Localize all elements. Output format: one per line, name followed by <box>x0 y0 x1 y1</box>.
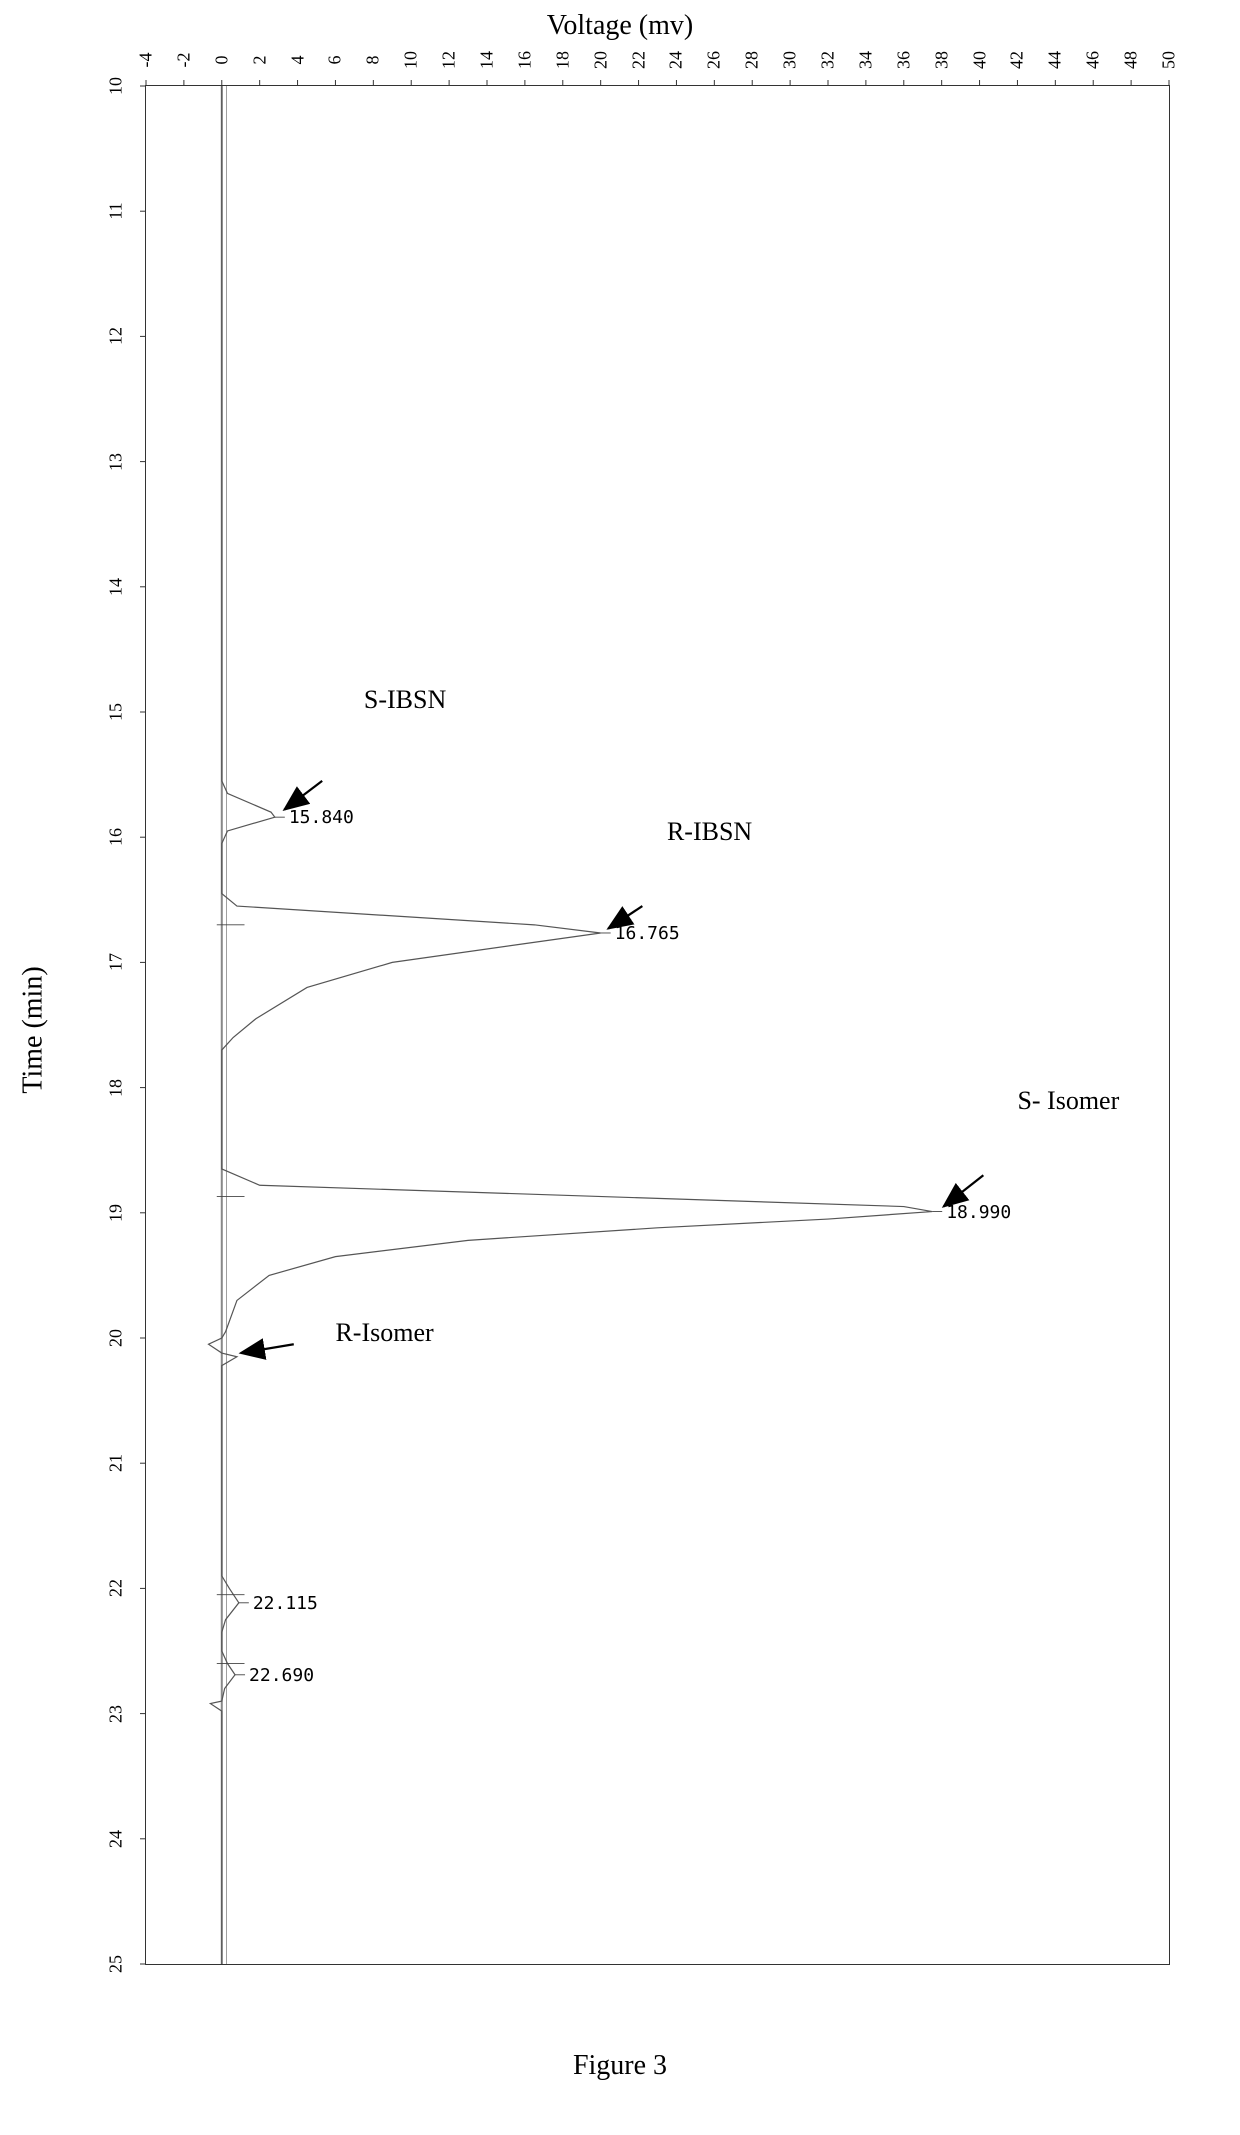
ytick-label: 30 <box>780 51 801 69</box>
ytick-label: 20 <box>590 51 611 69</box>
ytick-label: 4 <box>287 56 308 65</box>
figure-caption: Figure 3 <box>573 2050 667 2082</box>
xtick-label: 22 <box>106 1579 127 1597</box>
ytick-label: -4 <box>136 53 157 68</box>
ytick-label: 2 <box>249 56 270 65</box>
peak-retention-label: 15.840 <box>289 807 354 828</box>
ytick-label: 44 <box>1045 51 1066 69</box>
xtick-label: 20 <box>106 1329 127 1347</box>
ytick-label: 46 <box>1083 51 1104 69</box>
ytick-label: 42 <box>1007 51 1028 69</box>
ytick-label: 40 <box>969 51 990 69</box>
ytick-label: 18 <box>552 51 573 69</box>
ytick-label: 36 <box>893 51 914 69</box>
xtick-label: 10 <box>106 77 127 95</box>
xtick-label: 13 <box>106 453 127 471</box>
ytick-label: 22 <box>628 51 649 69</box>
ytick-label: 50 <box>1159 51 1180 69</box>
ytick-label: -2 <box>173 53 194 68</box>
xtick-label: 24 <box>106 1830 127 1848</box>
peak-retention-label: 18.990 <box>946 1202 1011 1223</box>
ytick-label: 24 <box>666 51 687 69</box>
annotation-S-Isomer: S- Isomer <box>1017 1086 1119 1116</box>
peak-retention-label: 22.690 <box>249 1665 314 1686</box>
ytick-label: 34 <box>855 51 876 69</box>
peak-retention-label: 16.765 <box>615 923 680 944</box>
xtick-label: 15 <box>106 703 127 721</box>
ytick-label: 38 <box>931 51 952 69</box>
ytick-label: 0 <box>211 56 232 65</box>
ytick-label: 12 <box>439 51 460 69</box>
annotation-S-IBSN: S-IBSN <box>364 685 446 715</box>
chromatogram-chart: Voltage (mv) Time (min) -4-2024681012141… <box>40 40 1200 2020</box>
plot-area: -4-2024681012141618202224262830323436384… <box>145 85 1170 1965</box>
xtick-label: 19 <box>106 1204 127 1222</box>
ytick-label: 48 <box>1121 51 1142 69</box>
xtick-label: 17 <box>106 953 127 971</box>
xtick-label: 14 <box>106 578 127 596</box>
x-axis-label: Time (min) <box>18 966 50 1093</box>
annotation-R-Isomer: R-Isomer <box>335 1318 433 1348</box>
annotation-R-IBSN: R-IBSN <box>667 817 752 847</box>
ytick-label: 8 <box>363 56 384 65</box>
ytick-label: 28 <box>742 51 763 69</box>
xtick-label: 23 <box>106 1705 127 1723</box>
ytick-label: 32 <box>818 51 839 69</box>
ytick-label: 14 <box>477 51 498 69</box>
ytick-label: 10 <box>401 51 422 69</box>
xtick-label: 12 <box>106 327 127 345</box>
ytick-label: 6 <box>325 56 346 65</box>
ytick-label: 26 <box>704 51 725 69</box>
y-axis-label: Voltage (mv) <box>547 10 693 42</box>
xtick-label: 11 <box>106 203 127 220</box>
peak-retention-label: 22.115 <box>253 1593 318 1614</box>
xtick-label: 21 <box>106 1454 127 1472</box>
ytick-label: 16 <box>514 51 535 69</box>
xtick-label: 18 <box>106 1079 127 1097</box>
xtick-label: 25 <box>106 1955 127 1973</box>
xtick-label: 16 <box>106 828 127 846</box>
